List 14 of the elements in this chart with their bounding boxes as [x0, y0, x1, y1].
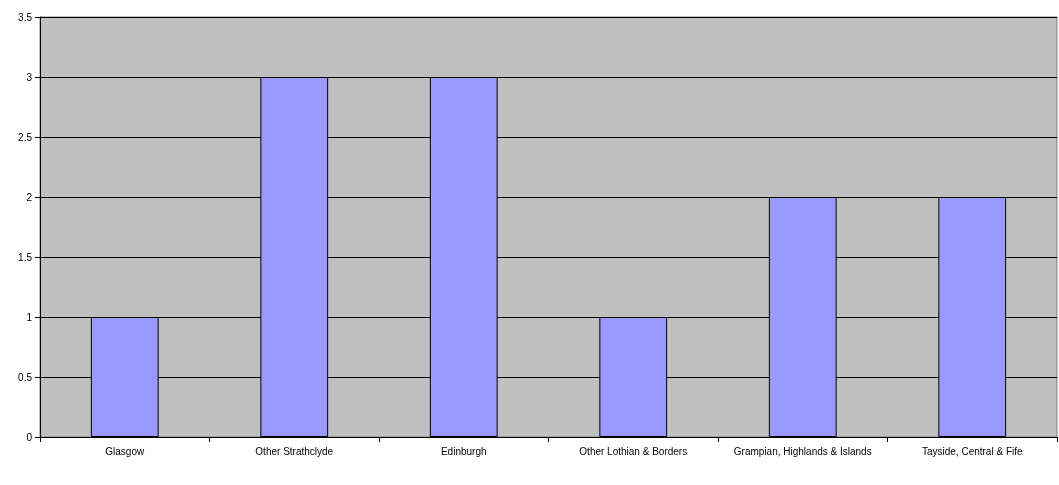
x-tick-label: Grampian, Highlands & Islands	[733, 446, 872, 457]
y-tick-label: 0	[26, 431, 33, 443]
x-tick-label: Other Lothian & Borders	[579, 446, 688, 457]
y-tick-label: 1	[26, 311, 33, 323]
y-tick-label: 1.5	[18, 251, 33, 263]
y-tick-label: 3.5	[18, 11, 33, 23]
x-tick-label: Edinburgh	[440, 446, 487, 457]
y-tick-label: 2.5	[18, 131, 33, 143]
y-tick-label: 3	[26, 71, 33, 83]
x-tick-label: Glasgow	[105, 446, 145, 457]
y-tick-label: 2	[26, 191, 33, 203]
x-tick-label: Other Strathclyde	[255, 446, 334, 457]
y-tick-label: 0.5	[18, 371, 33, 383]
x-tick-label: Tayside, Central & Fife	[921, 446, 1023, 457]
